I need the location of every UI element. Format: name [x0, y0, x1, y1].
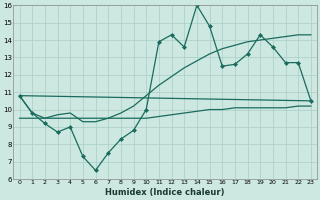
- X-axis label: Humidex (Indice chaleur): Humidex (Indice chaleur): [106, 188, 225, 197]
